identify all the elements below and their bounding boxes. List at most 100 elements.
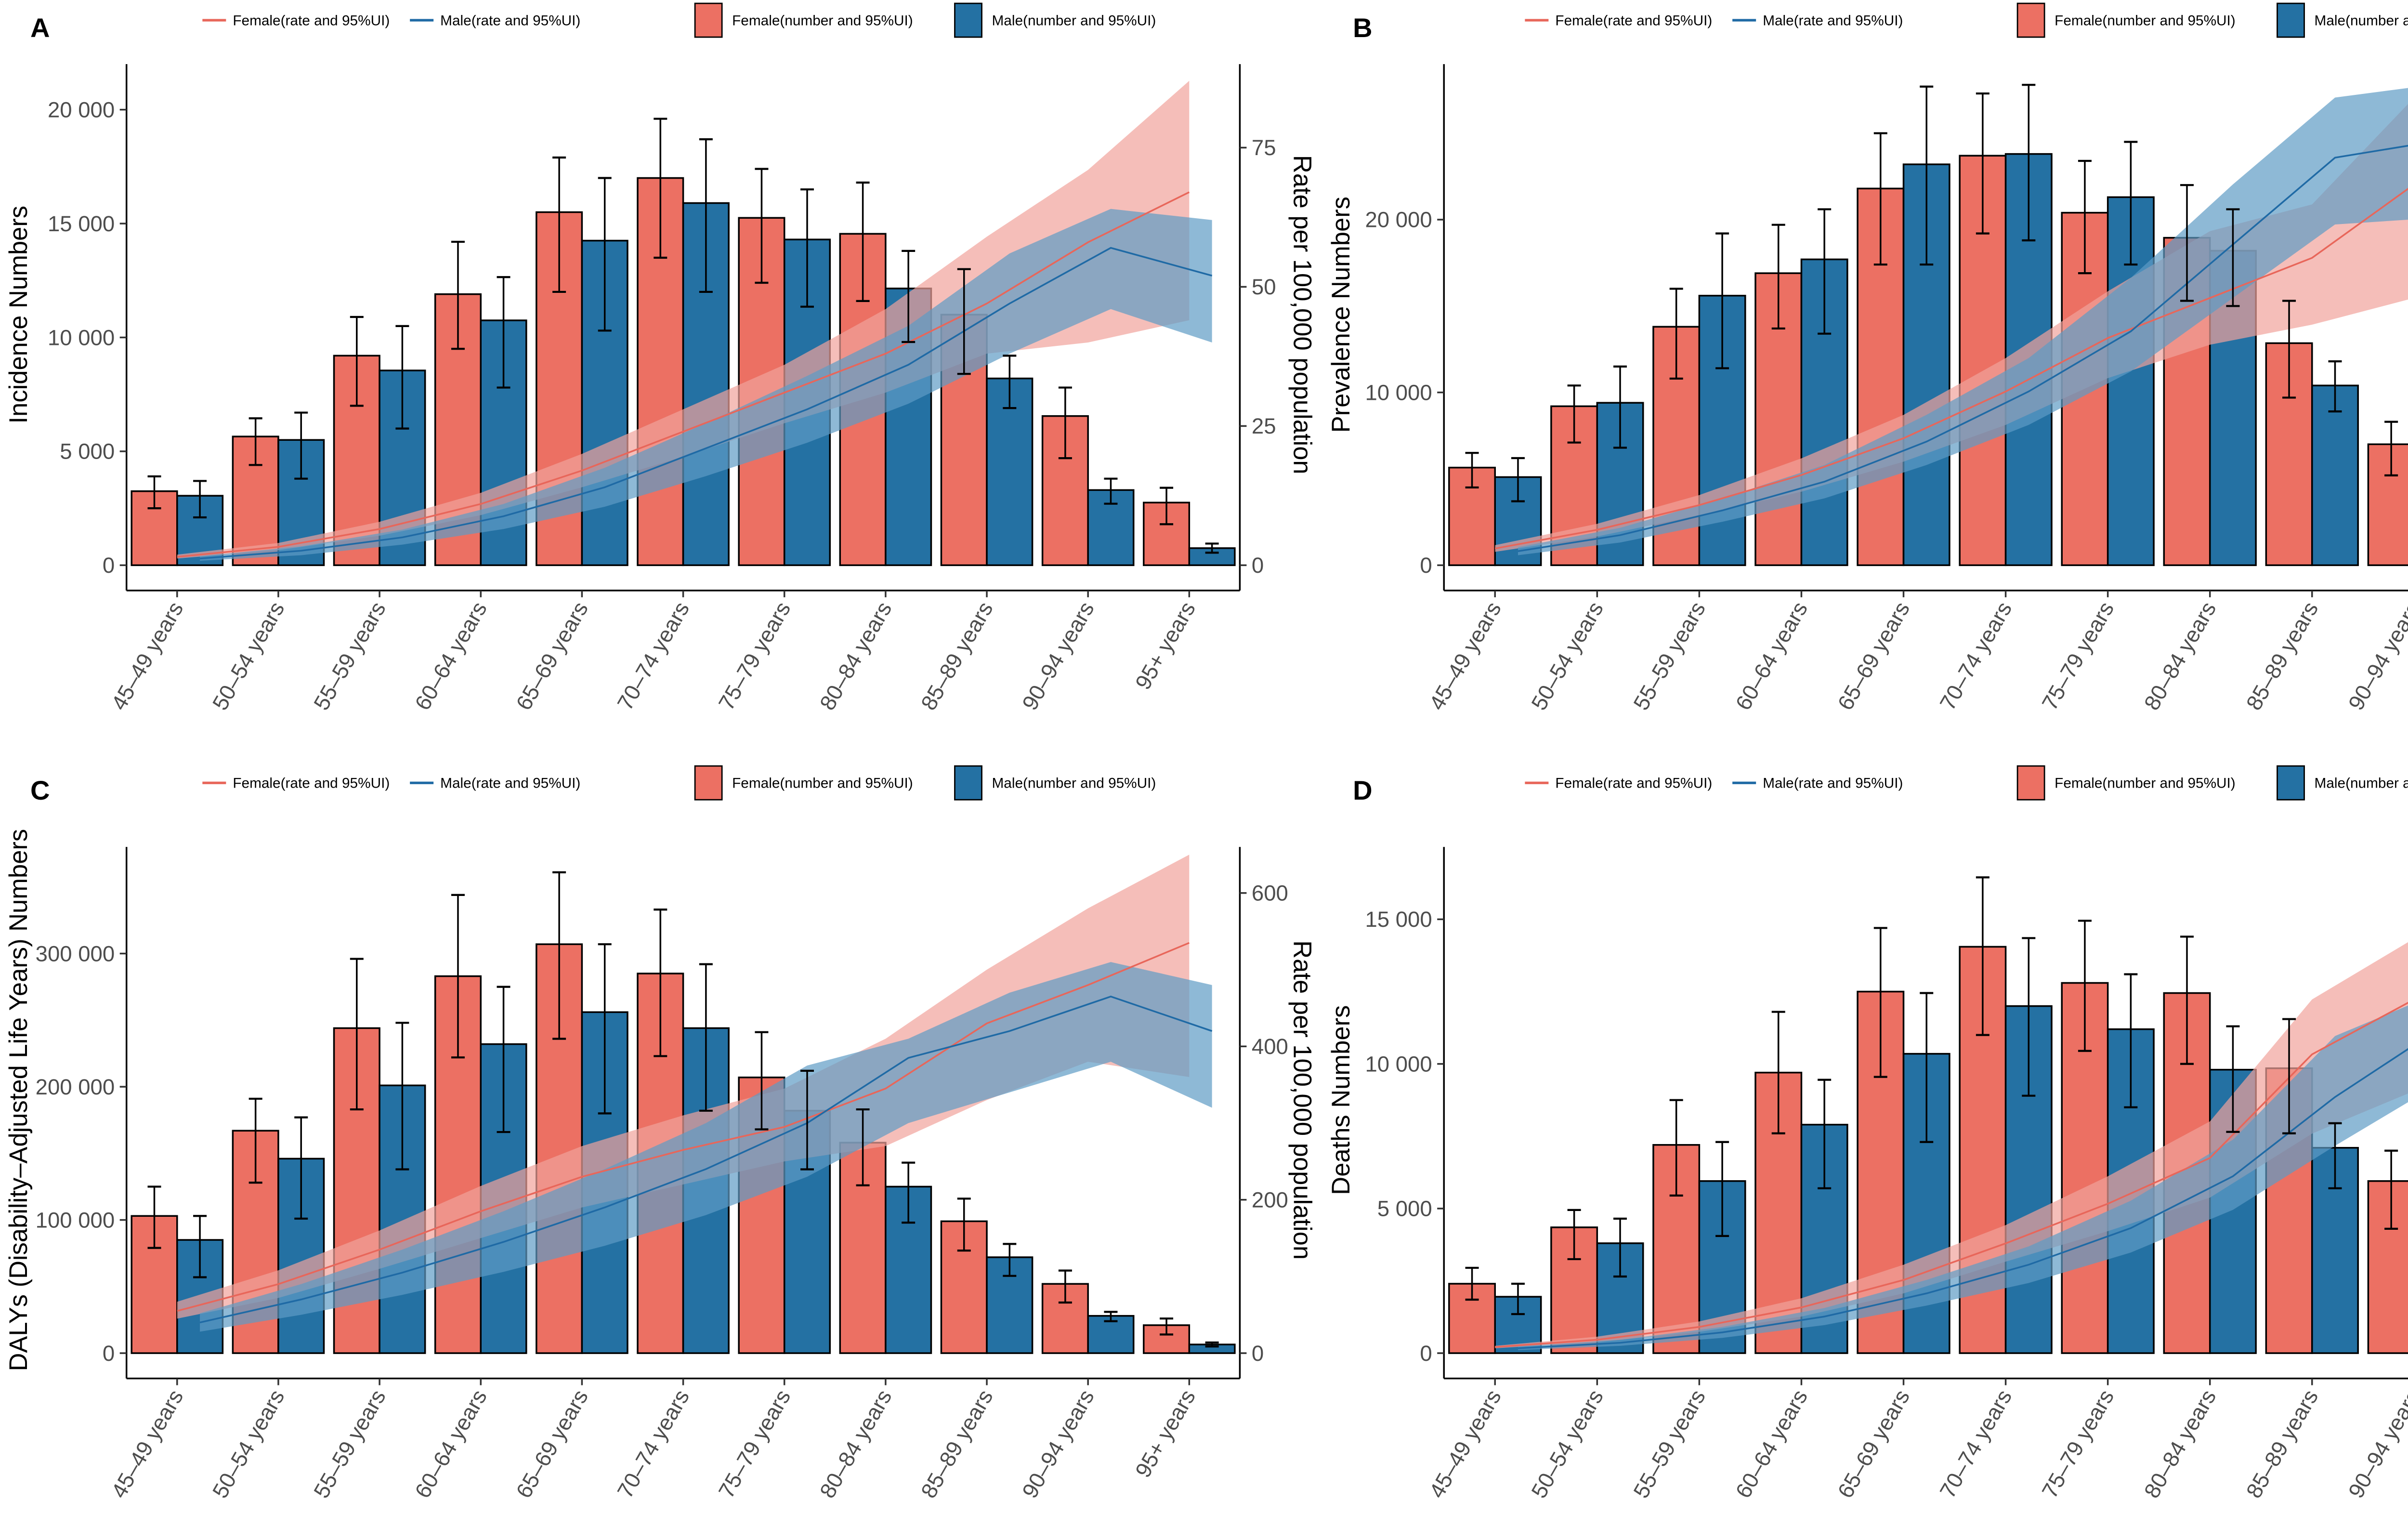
legend-female-rate-label: Female(rate and 95%UI)	[1555, 13, 1712, 29]
panel-letter: B	[1353, 13, 1372, 43]
x-tick-label: 80–84 years	[815, 597, 896, 714]
x-tick-label: 85–89 years	[916, 597, 997, 714]
legend-female-number-swatch	[694, 765, 723, 801]
legend-male-number-swatch	[954, 765, 982, 801]
x-tick-label: 70–74 years	[1935, 597, 2016, 714]
x-tick-label: 85–89 years	[916, 1385, 997, 1502]
x-tick-label: 55–59 years	[309, 1385, 390, 1502]
male-rate-line	[199, 247, 1213, 560]
y-tick-label: 15 000	[48, 211, 115, 236]
panel-letter: D	[1353, 775, 1372, 805]
y2-tick-label: 200	[1252, 1187, 1288, 1212]
y2-tick-label: 75	[1252, 135, 1276, 160]
y2-tick-label: 600	[1252, 881, 1288, 906]
y-tick-label: 10 000	[1365, 380, 1432, 405]
legend-female-number-label: Female(number and 95%UI)	[2055, 776, 2236, 791]
bar-male	[2311, 384, 2359, 566]
bar-female	[2367, 1180, 2408, 1354]
x-tick-label: 80–84 years	[815, 1385, 896, 1502]
x-tick-label: 50–54 years	[208, 1385, 289, 1502]
y2-tick-label: 0	[1252, 553, 1264, 578]
y-tick-label: 300 000	[36, 941, 115, 966]
x-tick-label: 45–49 years	[106, 1385, 188, 1502]
legend: Female(rate and 95%UI) Male(rate and 95%U…	[1525, 2, 2408, 38]
x-tick-label: 75–79 years	[714, 1385, 795, 1502]
legend-male-rate-label: Male(rate and 95%UI)	[440, 776, 580, 791]
female-rate-ui-band	[1495, 104, 2408, 552]
legend-female-rate-label: Female(rate and 95%UI)	[233, 776, 390, 791]
male-rate-ui-band	[200, 209, 1212, 561]
x-tick-label: 80–84 years	[2139, 597, 2221, 714]
x-tick-label: 60–64 years	[1731, 597, 1812, 714]
x-tick-label: 65–69 years	[511, 597, 593, 714]
legend-male-number-label: Male(number and 95%UI)	[992, 776, 1156, 791]
legend: Female(rate and 95%UI) Male(rate and 95%U…	[202, 765, 1156, 801]
chart-svg-b: B Female(rate and 95%UI) Male(rate and 95%…	[1327, 2, 2408, 714]
male-rate-ui-band	[200, 962, 1212, 1332]
legend-female-number-swatch	[2016, 2, 2045, 38]
y-tick-label: 200 000	[36, 1075, 115, 1099]
x-tick-label: 50–54 years	[1527, 1385, 1608, 1502]
y-tick-label: 0	[103, 553, 115, 578]
x-tick-label: 85–89 years	[2241, 1385, 2323, 1502]
x-tick-label: 65–69 years	[1833, 1385, 1914, 1502]
x-tick-label: 60–64 years	[410, 597, 491, 714]
legend-female-number-swatch	[694, 2, 723, 38]
x-tick-label: 55–59 years	[309, 597, 390, 714]
bars	[1448, 153, 2408, 566]
x-tick-label: 95+ years	[1130, 1385, 1200, 1482]
y-axis-title: Incidence Numbers	[4, 206, 33, 423]
x-tick-label: 45–49 years	[1425, 1385, 1506, 1502]
legend-male-number-swatch	[954, 2, 982, 38]
error-bars	[147, 871, 1219, 1348]
panel-c-dalys: C Female(rate and 95%UI) Male(rate and 95%…	[0, 763, 1322, 1525]
female-rate-line	[177, 191, 1190, 558]
x-tick-label: 65–69 years	[511, 1385, 593, 1502]
x-tick-label: 50–54 years	[1527, 597, 1608, 714]
male-rate-line	[1518, 1048, 2408, 1349]
x-tick-label: 45–49 years	[1425, 597, 1506, 714]
x-tick-label: 85–89 years	[2241, 597, 2323, 714]
y-tick-label: 20 000	[1365, 208, 1432, 232]
legend: Female(rate and 95%UI) Male(rate and 95%U…	[202, 2, 1156, 38]
legend-male-number-label: Male(number and 95%UI)	[2315, 13, 2408, 29]
legend-female-number-label: Female(number and 95%UI)	[732, 13, 913, 29]
y-tick-label: 20 000	[48, 97, 115, 122]
y2-tick-label: 25	[1252, 414, 1276, 438]
x-tick-label: 55–59 years	[1629, 597, 1710, 714]
legend-male-number-swatch	[2277, 765, 2305, 801]
x-tick-label: 55–59 years	[1629, 1385, 1710, 1502]
chart-svg-a: A Female(rate and 95%UI) Male(rate and 95%…	[4, 2, 1316, 714]
error-bars	[1465, 876, 2398, 1316]
chart-svg-d: D Female(rate and 95%UI) Male(rate and 95%…	[1327, 765, 2408, 1502]
bar-male	[986, 377, 1034, 566]
bar-female	[2367, 443, 2408, 566]
legend-male-number-label: Male(number and 95%UI)	[992, 13, 1156, 29]
error-bars	[1465, 84, 2398, 502]
x-tick-label: 70–74 years	[613, 1385, 694, 1502]
legend-male-rate-label: Male(rate and 95%UI)	[440, 13, 580, 29]
female-rate-line	[177, 942, 1190, 1312]
x-tick-label: 90–94 years	[1017, 597, 1099, 714]
y-tick-label: 5 000	[1377, 1197, 1432, 1221]
x-tick-label: 95+ years	[1130, 597, 1200, 694]
y-tick-label: 100 000	[36, 1208, 115, 1232]
legend-male-rate-label: Male(rate and 95%UI)	[1763, 13, 1903, 29]
female-rate-line	[1495, 1001, 2408, 1348]
legend-female-number-label: Female(number and 95%UI)	[732, 776, 913, 791]
x-tick-label: 90–94 years	[2343, 1385, 2408, 1502]
x-tick-label: 75–79 years	[2037, 597, 2119, 714]
y2-tick-label: 50	[1252, 275, 1276, 299]
panel-letter: C	[30, 775, 50, 805]
legend-female-rate-label: Female(rate and 95%UI)	[233, 13, 390, 29]
legend-male-number-swatch	[2277, 2, 2305, 38]
legend: Female(rate and 95%UI) Male(rate and 95%U…	[1525, 765, 2408, 801]
x-tick-label: 65–69 years	[1833, 597, 1914, 714]
x-tick-label: 75–79 years	[714, 597, 795, 714]
y-tick-label: 5 000	[60, 439, 115, 464]
y-tick-label: 0	[1420, 553, 1432, 578]
x-tick-label: 90–94 years	[2343, 597, 2408, 714]
chart-svg-c: C Female(rate and 95%UI) Male(rate and 95%…	[4, 765, 1316, 1502]
y2-axis-title: Rate per 100,000 population	[1288, 155, 1316, 474]
